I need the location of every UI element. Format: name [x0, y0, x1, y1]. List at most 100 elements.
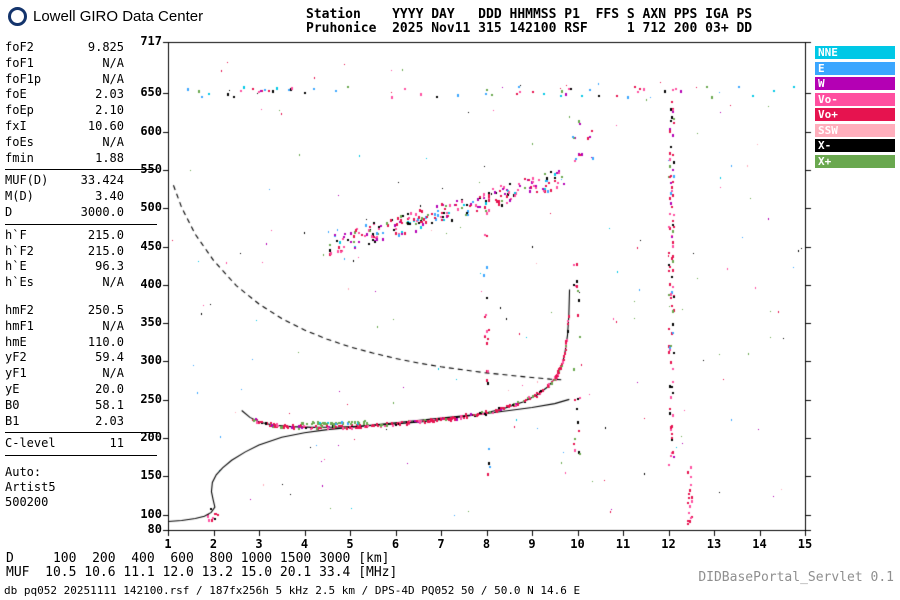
legend-swatch-E: E — [815, 61, 895, 75]
param-label: foF1 — [5, 55, 34, 70]
param-foF1p: foF1p N/A — [5, 72, 124, 88]
param-label: yE — [5, 381, 20, 396]
x-tick-label: 10 — [570, 537, 585, 551]
echo-direction-legend: NNE E W Vo- Vo+ SSW X- X+ — [815, 46, 895, 170]
param-foF2: foF2 9.825 — [5, 40, 124, 56]
auto-line: 500200 — [5, 495, 49, 510]
param-label: foEs — [5, 134, 34, 149]
auto-label: Auto: — [5, 465, 42, 480]
y-tick-label: 80 — [147, 522, 162, 536]
muf-row: MUF 10.5 10.6 11.1 12.0 13.2 15.0 20.1 3… — [6, 565, 398, 580]
param-value: N/A — [102, 71, 124, 86]
x-tick-label: 1 — [164, 537, 172, 551]
ionogram-canvas — [160, 34, 816, 542]
brand-title: Lowell GIRO Data Center — [33, 8, 204, 25]
param-label: foF1p — [5, 71, 42, 86]
param-label: foEp — [5, 103, 34, 118]
y-tick-label: 500 — [140, 200, 162, 215]
param-yF2: yF2 59.4 — [5, 350, 124, 366]
param-MUF-D-: MUF(D) 33.424 — [5, 173, 124, 189]
group-divider — [5, 455, 157, 457]
param-value: 58.1 — [95, 397, 124, 412]
param-label: h`F — [5, 227, 27, 242]
legend-swatch-NNE: NNE — [815, 46, 895, 59]
y-tick-label: 100 — [140, 506, 162, 521]
x-tick-label: 14 — [752, 537, 767, 551]
group-divider — [5, 223, 157, 225]
param-h-Es: h`Es N/A — [5, 275, 124, 291]
param-value: 59.4 — [95, 350, 124, 365]
y-tick-label: 200 — [140, 430, 162, 445]
station-header-labels: Station YYYY DAY DDD HHMMSS P1 FFS S AXN… — [306, 7, 753, 22]
param-foEp: foEp 2.10 — [5, 103, 124, 119]
param-label: h`Es — [5, 275, 34, 290]
param-value: 2.03 — [95, 413, 124, 428]
param-C-level: C-level 11 — [5, 436, 124, 452]
lowell-giro-brand: Lowell GIRO Data Center — [8, 7, 203, 26]
y-tick-label: 150 — [140, 468, 162, 483]
legend-swatch-Vo: Vo- — [815, 92, 895, 106]
group-divider — [5, 432, 157, 434]
y-tick-label: 450 — [140, 238, 162, 253]
y-tick-label: 550 — [140, 161, 162, 176]
legend-swatch-W: W — [815, 77, 895, 90]
param-yE: yE 20.0 — [5, 382, 124, 398]
param-value: 3.40 — [95, 189, 124, 204]
param-foF1: foF1 N/A — [5, 56, 124, 72]
param-value: 215.0 — [87, 227, 124, 242]
param-value: N/A — [102, 318, 124, 333]
param-label: h`E — [5, 259, 27, 274]
x-tick-label: 7 — [437, 537, 445, 551]
param-label: B1 — [5, 413, 20, 428]
x-tick-label: 3 — [255, 537, 263, 551]
param-B0: B0 58.1 — [5, 398, 124, 414]
param-hmF1: hmF1 N/A — [5, 319, 124, 335]
param-value: N/A — [102, 275, 124, 290]
param-value: 96.3 — [95, 259, 124, 274]
y-tick-label: 600 — [140, 123, 162, 138]
y-tick-label: 250 — [140, 391, 162, 406]
param-D: D 3000.0 — [5, 205, 124, 221]
lowell-logo-icon — [8, 7, 27, 26]
param-value: 2.10 — [95, 103, 124, 118]
x-tick-label: 5 — [346, 537, 354, 551]
legend-swatch-SSW: SSW — [815, 123, 895, 137]
param-label: foE — [5, 87, 27, 102]
param-fmin: fmin 1.88 — [5, 151, 124, 167]
y-tick-label: 350 — [140, 315, 162, 330]
x-tick-label: 6 — [391, 537, 400, 551]
param-label: h`F2 — [5, 243, 34, 258]
x-tick-label: 8 — [482, 537, 491, 551]
servlet-version-label: DIDBasePortal_Servlet 0.1 — [698, 570, 894, 585]
x-tick-label: 11 — [615, 537, 631, 551]
param-label: hmF2 — [5, 302, 34, 317]
param-value: 1.88 — [95, 150, 124, 165]
param-fxI: fxI 10.60 — [5, 119, 124, 135]
param-label: M(D) — [5, 189, 34, 204]
param-value: 33.424 — [80, 173, 124, 188]
record-info-line: db pq052 20251111 142100.rsf / 187fx256h… — [4, 584, 581, 597]
legend-swatch-Vo: Vo+ — [815, 108, 895, 121]
auto-line: Artist5 — [5, 480, 56, 495]
parameter-panel: foF2 9.825 foF1 N/A foF1p N/A foE 2.03 foEp 2.10 f… — [5, 40, 165, 510]
param-B1: B1 2.03 — [5, 414, 124, 430]
y-tick-label: 650 — [140, 85, 162, 100]
param-value: N/A — [102, 134, 124, 149]
param-value: N/A — [102, 55, 124, 70]
group-divider — [5, 169, 157, 171]
x-tick-label: 9 — [528, 537, 536, 551]
legend-swatch-X: X+ — [815, 154, 895, 168]
param-foE: foE 2.03 — [5, 87, 124, 103]
param-value: 2.03 — [95, 87, 124, 102]
param-label: hmE — [5, 334, 27, 349]
param-h-F2: h`F2 215.0 — [5, 244, 124, 260]
autoscaling-block: Auto: Artist5 500200 — [5, 465, 165, 510]
param-label: B0 — [5, 397, 20, 412]
param-value: 250.5 — [87, 302, 124, 317]
param-label: yF2 — [5, 350, 27, 365]
param-value: 215.0 — [87, 243, 124, 258]
param-label: C-level — [5, 436, 56, 451]
param-value: N/A — [102, 366, 124, 381]
x-tick-label: 15 — [797, 537, 813, 551]
